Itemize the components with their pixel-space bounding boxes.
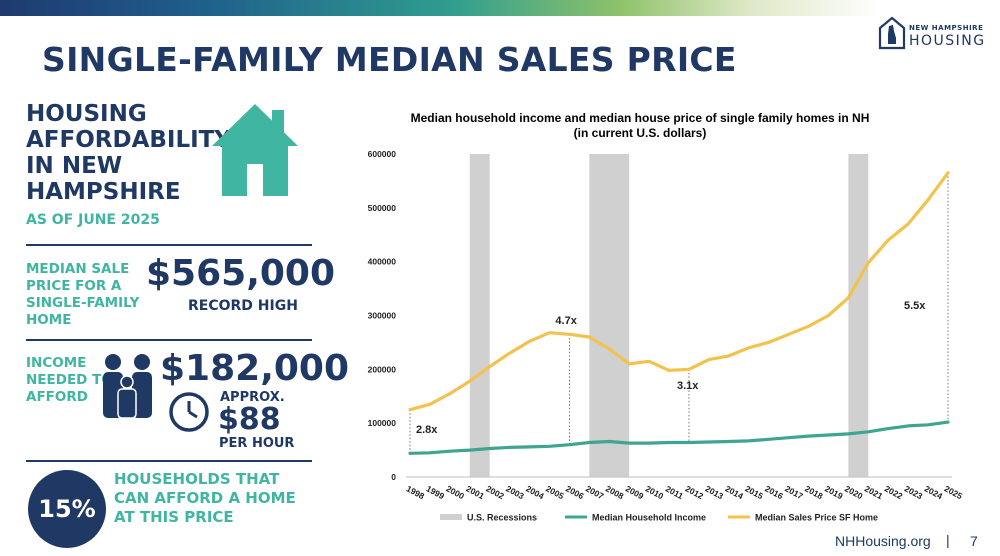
x-tick-label: 2006: [564, 483, 586, 501]
ratio-annotation: 5.5x: [904, 300, 926, 312]
income-needed-value: $182,000: [160, 348, 350, 389]
chart-title: Median household income and median house…: [410, 111, 870, 125]
x-tick-label: 2024: [923, 483, 945, 501]
x-tick-label: 2004: [524, 483, 546, 501]
ratio-annotation: 2.8x: [416, 424, 438, 436]
x-tick-label: 2020: [843, 483, 865, 501]
divider: [26, 460, 312, 462]
x-tick-label: 2012: [684, 483, 706, 501]
x-tick-label: 2017: [783, 483, 805, 501]
median-income-line: [408, 420, 950, 455]
x-tick-label: 2000: [445, 483, 467, 501]
footer-separator: |: [946, 532, 950, 548]
legend-label: Median Household Income: [592, 513, 706, 523]
x-tick-label: 2001: [464, 483, 486, 501]
legend-label: U.S. Recessions: [467, 513, 537, 523]
family-icon: [103, 354, 152, 419]
x-tick-label: 2023: [903, 483, 925, 501]
approx-label: APPROX.: [220, 390, 285, 405]
median-price-value: $565,000: [146, 253, 336, 294]
income-needed-label: INCOME NEEDED TO AFFORD: [26, 355, 113, 405]
x-tick-label: 2021: [863, 483, 885, 501]
y-tick-label: 300000: [368, 311, 397, 321]
record-high-note: RECORD HIGH: [188, 298, 298, 314]
x-tick-label: 2007: [584, 483, 606, 501]
median-price-line: [408, 171, 950, 412]
x-tick-label: 2016: [763, 483, 785, 501]
x-tick-label: 2005: [544, 483, 566, 501]
footer-url[interactable]: NHHousing.org: [835, 533, 931, 549]
y-tick-label: 0: [391, 472, 396, 482]
x-tick-label: 2022: [883, 483, 905, 501]
x-tick-label: 2002: [484, 483, 506, 501]
logo-wordmark-bottom: HOUSING: [909, 33, 986, 49]
divider: [26, 339, 312, 341]
x-tick-label: 2003: [504, 483, 526, 501]
y-tick-label: 400000: [368, 257, 397, 267]
clock-icon: [169, 392, 209, 432]
affordability-heading: HOUSING AFFORDABILITY IN NEW HAMPSHIRE: [26, 101, 232, 205]
per-hour-label: PER HOUR: [219, 436, 295, 451]
y-tick-label: 100000: [368, 418, 397, 428]
logo-wordmark-top: NEW HAMPSHIRE: [909, 24, 984, 32]
x-tick-label: 2014: [724, 483, 746, 501]
median-price-label: MEDIAN SALE PRICE FOR A SINGLE-FAMILY HO…: [26, 261, 140, 328]
top-gradient-bar: [0, 0, 1000, 16]
chart-subtitle: (in current U.S. dollars): [573, 126, 707, 140]
x-tick-label: 2009: [624, 483, 646, 501]
page-number: 7: [970, 533, 978, 549]
as-of-date: AS OF JUNE 2025: [26, 212, 160, 228]
x-tick-label: 2010: [644, 483, 666, 501]
nh-housing-logo-icon: [878, 16, 906, 50]
divider: [26, 244, 312, 246]
affordable-share-badge: 15%: [28, 470, 106, 548]
x-tick-label: 2011: [664, 484, 685, 502]
recession-band: [469, 154, 490, 477]
recession-band: [848, 154, 869, 477]
slide-title: SINGLE-FAMILY MEDIAN SALES PRICE: [42, 40, 737, 79]
affordable-share-label: HOUSEHOLDS THAT CAN AFFORD A HOME AT THI…: [114, 470, 296, 526]
hourly-wage-value: $88: [218, 402, 281, 437]
recession-band: [589, 154, 630, 477]
ratio-annotation: 3.1x: [677, 380, 699, 392]
x-tick-label: 2008: [604, 483, 626, 501]
x-tick-label: 1998: [405, 483, 427, 501]
y-tick-label: 200000: [368, 364, 397, 374]
x-tick-label: 2018: [803, 483, 825, 501]
house-icon: [212, 104, 298, 196]
x-tick-label: 2013: [704, 483, 726, 501]
y-tick-label: 600000: [368, 149, 397, 159]
legend-label: Median Sales Price SF Home: [755, 513, 878, 523]
y-tick-label: 500000: [368, 203, 397, 213]
x-tick-label: 1999: [425, 483, 447, 501]
x-tick-label: 2019: [823, 483, 845, 501]
x-tick-label: 2015: [743, 483, 765, 501]
x-tick-label: 2025: [943, 483, 965, 501]
ratio-annotation: 4.7x: [555, 315, 577, 327]
